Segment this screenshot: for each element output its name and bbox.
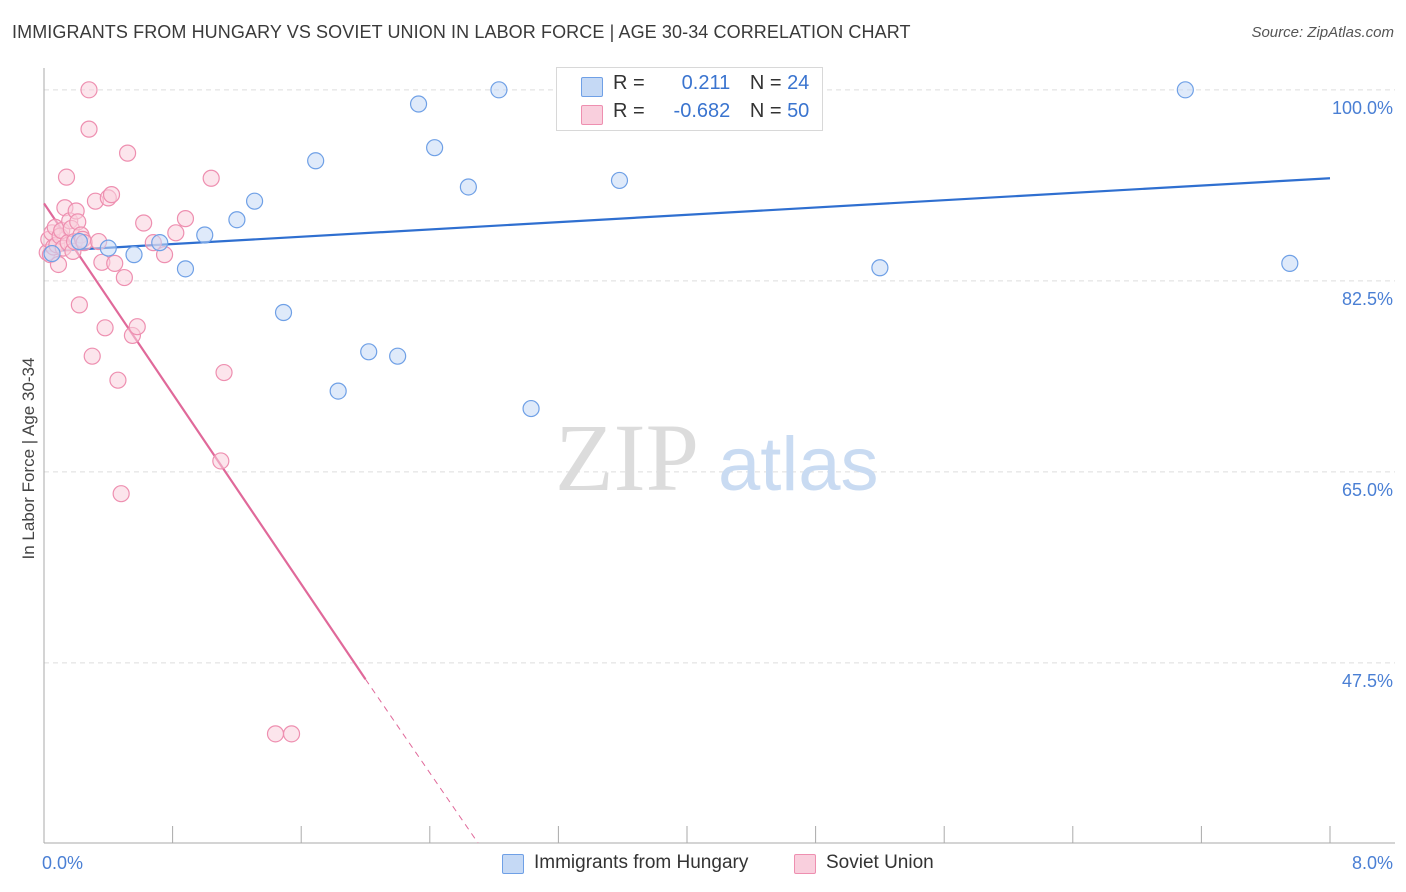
point-hungary xyxy=(1281,254,1299,272)
point-soviet xyxy=(135,214,153,232)
point-hungary xyxy=(409,95,428,113)
legend-label-hungary: Immigrants from Hungary xyxy=(534,852,749,873)
x-tick-label: 0.0% xyxy=(42,853,83,873)
data-points xyxy=(38,81,1299,743)
y-tick-label: 47.5% xyxy=(1342,671,1393,691)
point-hungary xyxy=(360,343,378,361)
r-label: R = xyxy=(613,100,645,122)
axes xyxy=(43,68,1395,844)
point-hungary xyxy=(426,139,444,157)
point-soviet xyxy=(102,186,121,204)
hungary-legend-swatch xyxy=(502,854,524,874)
point-hungary xyxy=(99,239,117,257)
point-soviet xyxy=(112,485,130,503)
point-hungary xyxy=(151,234,169,252)
point-hungary xyxy=(228,211,246,229)
n-value: 50 xyxy=(787,100,810,122)
point-soviet xyxy=(128,318,146,336)
point-hungary xyxy=(307,152,325,170)
point-hungary xyxy=(125,246,143,264)
n-label: N = xyxy=(749,72,782,94)
y-axis-title: In Labor Force | Age 30-34 xyxy=(19,358,38,560)
y-tick-label: 82.5% xyxy=(1342,289,1393,309)
point-soviet xyxy=(106,254,124,272)
legend-row-soviet: R = -0.682 N = 50 xyxy=(557,100,822,128)
point-soviet xyxy=(202,169,220,187)
watermark-zip: ZIP xyxy=(555,404,699,511)
trend-line-soviet xyxy=(43,202,367,680)
point-hungary xyxy=(871,259,889,277)
point-soviet xyxy=(266,725,285,743)
point-soviet xyxy=(80,81,98,99)
correlation-legend: R = 0.211 N = 24 R = -0.682 N = 50 xyxy=(556,67,823,131)
x-tick-label: 8.0% xyxy=(1352,853,1393,873)
point-soviet xyxy=(70,296,88,314)
r-label: R = xyxy=(613,72,645,94)
trend-line-soviet-extension xyxy=(365,678,479,844)
y-tick-label: 100.0% xyxy=(1332,98,1393,118)
soviet-swatch xyxy=(581,105,603,125)
point-hungary xyxy=(176,260,195,278)
point-soviet xyxy=(118,144,137,162)
point-soviet xyxy=(96,319,114,337)
point-hungary xyxy=(70,232,88,251)
point-soviet xyxy=(57,168,76,186)
point-hungary xyxy=(245,192,264,210)
point-hungary xyxy=(459,178,477,196)
axis-labels: 47.5% 65.0% 82.5% 100.0% 0.0% 8.0% In Labor Fo… xyxy=(19,98,1393,873)
watermark: ZIP atlas xyxy=(555,404,879,511)
point-hungary xyxy=(490,81,508,99)
point-soviet xyxy=(115,268,133,287)
legend-row-hungary: R = 0.211 N = 24 xyxy=(557,72,822,100)
hungary-swatch xyxy=(581,77,603,97)
point-soviet xyxy=(176,210,195,228)
gridlines xyxy=(44,89,1395,664)
point-soviet xyxy=(282,725,301,743)
source-credit: Source: ZipAtlas.com xyxy=(1251,24,1394,41)
point-soviet xyxy=(215,363,233,382)
point-soviet xyxy=(83,347,101,365)
chart-title: IMMIGRANTS FROM HUNGARY VS SOVIET UNION … xyxy=(12,22,911,42)
trend-lines xyxy=(43,177,1331,844)
watermark-atlas: atlas xyxy=(718,422,879,507)
point-soviet xyxy=(80,120,98,138)
r-value: 0.211 xyxy=(681,72,731,94)
point-hungary xyxy=(43,244,61,263)
series-legend: Immigrants from Hungary Soviet Union xyxy=(0,852,1406,878)
n-label: N = xyxy=(749,100,782,122)
point-hungary xyxy=(196,226,214,244)
point-hungary xyxy=(274,303,293,322)
point-hungary xyxy=(1176,81,1194,99)
point-soviet xyxy=(212,452,230,470)
point-hungary xyxy=(389,347,407,365)
r-value: -0.682 xyxy=(673,100,731,122)
point-hungary xyxy=(522,399,540,418)
point-hungary xyxy=(610,171,629,190)
n-value: 24 xyxy=(787,72,810,94)
legend-label-soviet: Soviet Union xyxy=(826,852,934,873)
trend-line-hungary xyxy=(43,177,1331,253)
y-tick-label: 65.0% xyxy=(1342,480,1393,500)
point-hungary xyxy=(329,382,347,400)
point-soviet xyxy=(109,371,127,389)
soviet-legend-swatch xyxy=(794,854,816,874)
point-soviet xyxy=(167,224,185,242)
